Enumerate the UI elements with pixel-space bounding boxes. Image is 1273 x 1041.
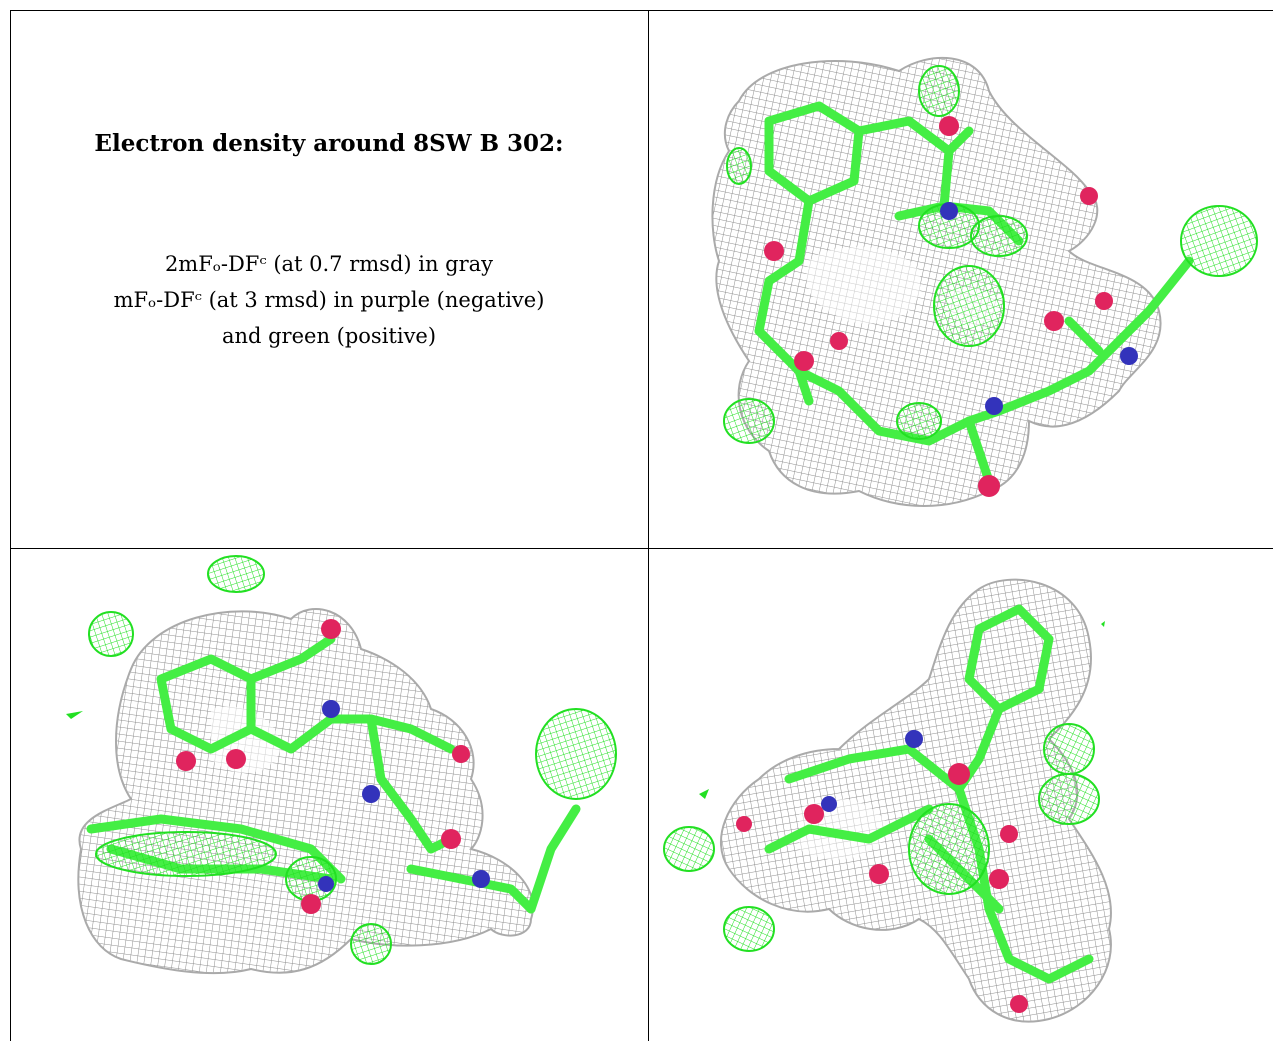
density-image-top-right xyxy=(711,56,1258,507)
nitrogen-atoms xyxy=(940,202,1138,415)
density-view-bottom-right xyxy=(649,549,1273,1041)
oxygen-atoms xyxy=(736,763,1028,1013)
positive-density-blobs xyxy=(663,621,1105,952)
density-image-bottom-right xyxy=(663,578,1112,1023)
caption-cell: Electron density around 8SW B 302: 2mFₒ-… xyxy=(10,10,648,548)
table-middle-border xyxy=(10,548,1273,549)
oxygen-atoms xyxy=(764,116,1113,497)
table-left-border xyxy=(10,10,11,1041)
density-view-top-right xyxy=(649,11,1273,548)
nitrogen-atoms xyxy=(318,700,490,892)
caption-line-fofc: mFₒ-DFᶜ (at 3 rmsd) in purple (negative) xyxy=(113,288,545,312)
table-top-border xyxy=(10,10,1273,11)
caption-text: 2mFₒ-DFᶜ (at 0.7 rmsd) in gray mFₒ-DFᶜ (… xyxy=(10,246,648,354)
caption-title: Electron density around 8SW B 302: xyxy=(94,130,564,157)
oxygen-atoms xyxy=(176,619,470,914)
table-center-border xyxy=(648,10,649,1041)
density-mesh xyxy=(77,608,534,975)
ligand-bonds xyxy=(754,101,1194,486)
density-image-bottom-left xyxy=(66,555,617,975)
caption-line-positive: and green (positive) xyxy=(221,324,437,348)
nitrogen-atoms xyxy=(821,730,923,812)
density-view-bottom-left xyxy=(11,549,648,1041)
positive-density-blobs xyxy=(723,65,1258,444)
caption-line-2fofc: 2mFₒ-DFᶜ (at 0.7 rmsd) in gray xyxy=(164,252,494,276)
